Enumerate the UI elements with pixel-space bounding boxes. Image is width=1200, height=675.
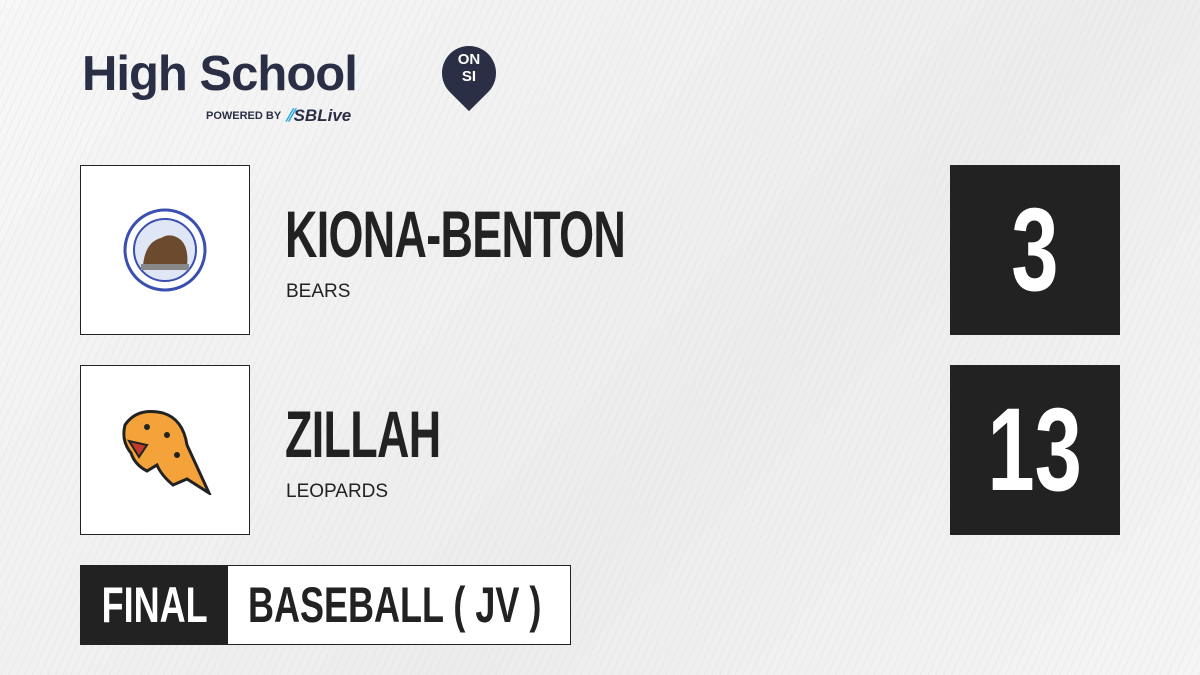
team-logo-away [80,365,250,535]
away-team-mascot: LEOPARDS [286,481,389,502]
game-status-bar: FINAL BASEBALL ( JV ) [80,565,571,645]
sport-label: BASEBALL ( JV ) [248,577,542,633]
brand-badge: ON SI [457,51,481,85]
partner-logo: ⫽SBLive [286,106,352,125]
home-team-name: KIONA-BENTON [285,197,626,271]
bear-logo-icon [123,208,207,292]
away-score: 13 [950,365,1120,535]
brand-logo: High School ON SI POWERED BY ⫽SBLive [82,34,508,125]
leopard-logo-icon [122,410,212,495]
away-team-name: ZILLAH [285,397,441,471]
home-score: 3 [950,165,1120,335]
home-team-mascot: BEARS [286,281,351,302]
brand-title: High School [82,47,358,101]
status-badge: FINAL [81,566,228,644]
team-logo-home [80,165,250,335]
powered-by: POWERED BY [206,110,282,122]
